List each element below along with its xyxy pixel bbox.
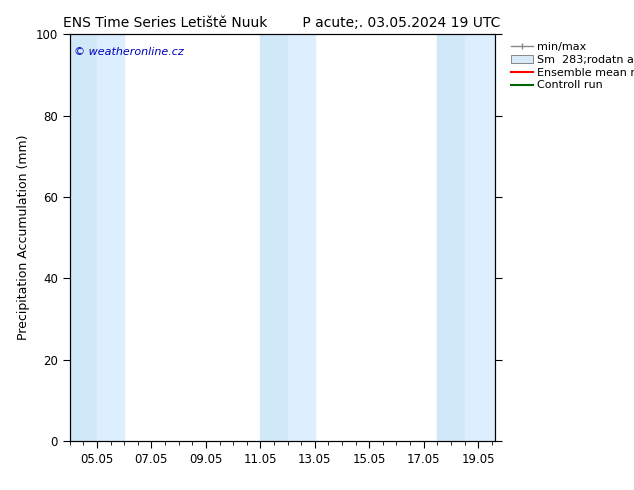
Bar xyxy=(97,34,124,441)
Bar xyxy=(261,34,288,441)
Bar xyxy=(70,34,97,441)
Title: ENS Time Series Letiště Nuuk        P acute;. 03.05.2024 19 UTC: ENS Time Series Letiště Nuuk P acute;. 0… xyxy=(63,16,501,30)
Bar xyxy=(288,34,315,441)
Y-axis label: Precipitation Accumulation (mm): Precipitation Accumulation (mm) xyxy=(17,135,30,341)
Text: © weatheronline.cz: © weatheronline.cz xyxy=(74,47,184,56)
Legend: min/max, Sm  283;rodatn acute; odchylka, Ensemble mean run, Controll run: min/max, Sm 283;rodatn acute; odchylka, … xyxy=(508,40,634,93)
Bar xyxy=(437,34,465,441)
Bar xyxy=(465,34,495,441)
